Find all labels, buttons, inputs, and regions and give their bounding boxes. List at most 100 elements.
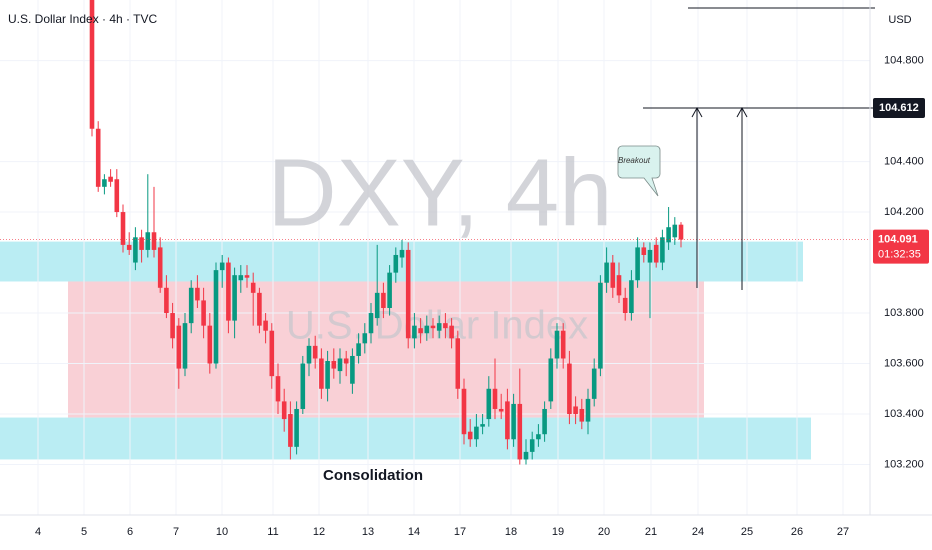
x-tick-label: 17 [454, 526, 466, 538]
candle-body [164, 287, 169, 314]
candle-body [114, 179, 120, 213]
candle-body [505, 401, 510, 440]
countdown: 01:32:35 [878, 248, 921, 260]
candle-body [542, 408, 547, 435]
candle-body [492, 388, 498, 409]
candle-body [622, 297, 628, 314]
candle-body [306, 345, 312, 364]
candle-body [529, 439, 535, 452]
candle-body [424, 325, 430, 334]
last-price-label: 104.091 [878, 233, 918, 245]
candle-body [604, 262, 609, 283]
candle-body [182, 323, 188, 369]
x-tick-label: 6 [127, 526, 133, 538]
candle-body [244, 275, 250, 278]
x-tick-label: 20 [598, 526, 610, 538]
candle-body [548, 358, 554, 402]
candle-body [629, 280, 634, 314]
candle-body [641, 247, 647, 255]
x-tick-label: 12 [313, 526, 325, 538]
candle-body [486, 388, 492, 420]
x-tick-label: 14 [408, 526, 420, 538]
x-tick-label: 25 [741, 526, 753, 538]
x-tick-label: 11 [267, 526, 278, 538]
candle-body [585, 398, 591, 422]
candle-body [294, 408, 299, 447]
x-tick-label: 13 [362, 526, 374, 538]
axes: 104.800 104.400 104.200 103.800 103.600 103.4… [35, 54, 929, 538]
arrow-head [691, 107, 703, 118]
candle-body [436, 323, 442, 331]
candle-body [343, 358, 349, 364]
candle-body [201, 300, 206, 326]
callout-bubble [617, 145, 661, 197]
overlays [0, 107, 875, 290]
candle-body [374, 292, 380, 319]
candle-body [350, 355, 355, 384]
candle-body [678, 224, 684, 240]
candle-body [269, 330, 275, 377]
candle-body [399, 249, 405, 258]
candle-body [647, 249, 653, 263]
candle-body [120, 212, 126, 245]
zones [0, 241, 811, 460]
candles [89, 0, 684, 465]
candle-body [430, 325, 436, 329]
candle-body [591, 368, 597, 399]
annotation-breakout: Breakout [618, 156, 651, 165]
candle-body [511, 403, 516, 440]
y-tick-label: 104.400 [884, 155, 924, 167]
annotation-consolidation: Consolidation [323, 467, 423, 484]
x-tick-label: 26 [791, 526, 803, 538]
y-tick-label: 104.800 [884, 54, 924, 66]
candle-body [393, 254, 399, 273]
candle-body [523, 451, 529, 460]
candle-body [405, 249, 411, 339]
candle-body [257, 292, 262, 326]
grid [0, 0, 870, 515]
y-tick-label: 103.200 [884, 458, 924, 470]
candle-body [331, 361, 337, 369]
candle-body [312, 345, 318, 359]
watermark: DXY, 4h [267, 139, 612, 246]
chart-title: U.S. Dollar Index · 4h · TVC [8, 12, 157, 26]
candle-body [387, 272, 392, 308]
x-tick-label: 27 [837, 526, 849, 538]
last-price-box [873, 229, 929, 264]
candle-body [170, 313, 175, 339]
candle-body [449, 325, 454, 339]
candle-body [250, 282, 256, 293]
candle-body [95, 128, 101, 187]
candle-body [319, 358, 324, 389]
candle-body [368, 313, 374, 334]
candle-body [362, 333, 368, 344]
candle-body [536, 434, 541, 440]
candle-body [325, 361, 330, 389]
candle-body [238, 275, 244, 281]
y-tick-label: 103.800 [884, 307, 924, 319]
candle-body [467, 431, 473, 440]
candle-body [281, 401, 287, 420]
candle-body [288, 414, 293, 447]
candle-body [635, 247, 640, 281]
candle-body [455, 338, 461, 389]
candle-body [616, 275, 622, 296]
candle-body [666, 227, 671, 243]
candle-body [133, 237, 138, 263]
zone [68, 281, 704, 418]
target-label: 104.612 [879, 102, 919, 114]
candle-body [275, 376, 281, 402]
candle-body [573, 406, 578, 415]
x-tick-label: 4 [35, 526, 41, 538]
candle-body [474, 426, 479, 440]
candle-body [219, 262, 225, 271]
x-tick-label: 7 [173, 526, 179, 538]
candle-body [213, 270, 219, 364]
candle-body [145, 232, 151, 250]
candle-body [226, 262, 231, 321]
candle-body [126, 244, 132, 250]
candle-body [176, 325, 182, 369]
arrow-head [736, 107, 748, 118]
currency: USD [888, 14, 911, 26]
candle-body [554, 330, 560, 359]
